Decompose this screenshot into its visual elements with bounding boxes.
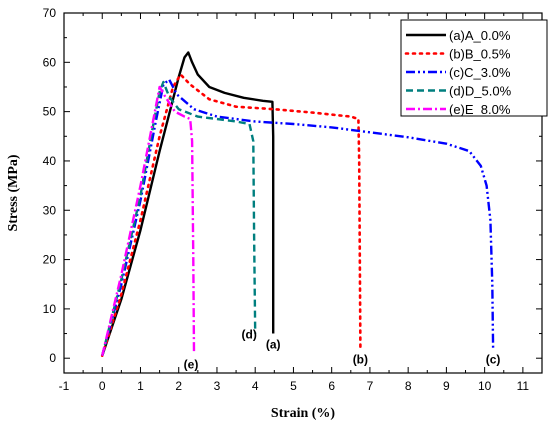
x-tick-label: 10 xyxy=(478,379,492,393)
y-tick-label: 60 xyxy=(43,55,57,69)
legend-label: (d)D_5.0% xyxy=(449,84,512,99)
series-line-0 xyxy=(101,51,275,357)
x-tick-label: 9 xyxy=(443,379,450,393)
series-end-label: (d) xyxy=(242,328,257,342)
x-tick-label: 7 xyxy=(367,379,374,393)
x-tick-label: 11 xyxy=(517,379,530,393)
series-end-label: (e) xyxy=(184,357,199,371)
x-tick-label: 8 xyxy=(405,379,412,393)
y-tick-label: 70 xyxy=(43,6,57,20)
series-line-2 xyxy=(101,78,495,357)
x-tick-label: 1 xyxy=(137,379,144,393)
y-tick-label: 0 xyxy=(49,351,56,365)
series-end-label: (a) xyxy=(266,338,281,352)
x-tick-label: -1 xyxy=(59,379,70,393)
series-line-3 xyxy=(101,80,257,356)
x-tick-label: 6 xyxy=(328,379,335,393)
legend-label: (a)A_0.0% xyxy=(449,28,511,43)
y-tick-label: 50 xyxy=(43,105,57,119)
series-end-label: (b) xyxy=(353,352,368,366)
series-end-label: (c) xyxy=(486,352,501,366)
y-tick-label: 10 xyxy=(43,302,57,316)
x-tick-label: 4 xyxy=(252,379,259,393)
series-line-4 xyxy=(101,85,196,356)
legend-label: (b)B_0.5% xyxy=(449,47,511,62)
plot-frame xyxy=(63,12,543,374)
legend-label: (c)C_3.0% xyxy=(449,65,511,80)
legend: (a)A_0.0% (b)B_0.5% (c)C_3.0% (d)D_5.0% (e)E… xyxy=(400,19,548,117)
y-tick-label: 20 xyxy=(43,253,57,267)
x-tick-label: 3 xyxy=(214,379,221,393)
y-tick-label: 40 xyxy=(43,154,57,168)
x-tick-label: 0 xyxy=(99,379,106,393)
y-tick-label: 30 xyxy=(43,203,57,217)
legend-label: (e)E_8.0% xyxy=(449,102,511,117)
x-tick-label: 2 xyxy=(175,379,182,393)
y-axis-title: Stress (MPa) xyxy=(6,154,21,231)
series-layer: (a) (b) (c) (d) (e) xyxy=(100,51,501,371)
x-tick-label: 5 xyxy=(290,379,297,393)
x-axis-title: Strain (%) xyxy=(271,406,336,421)
series-line-1 xyxy=(100,73,362,357)
